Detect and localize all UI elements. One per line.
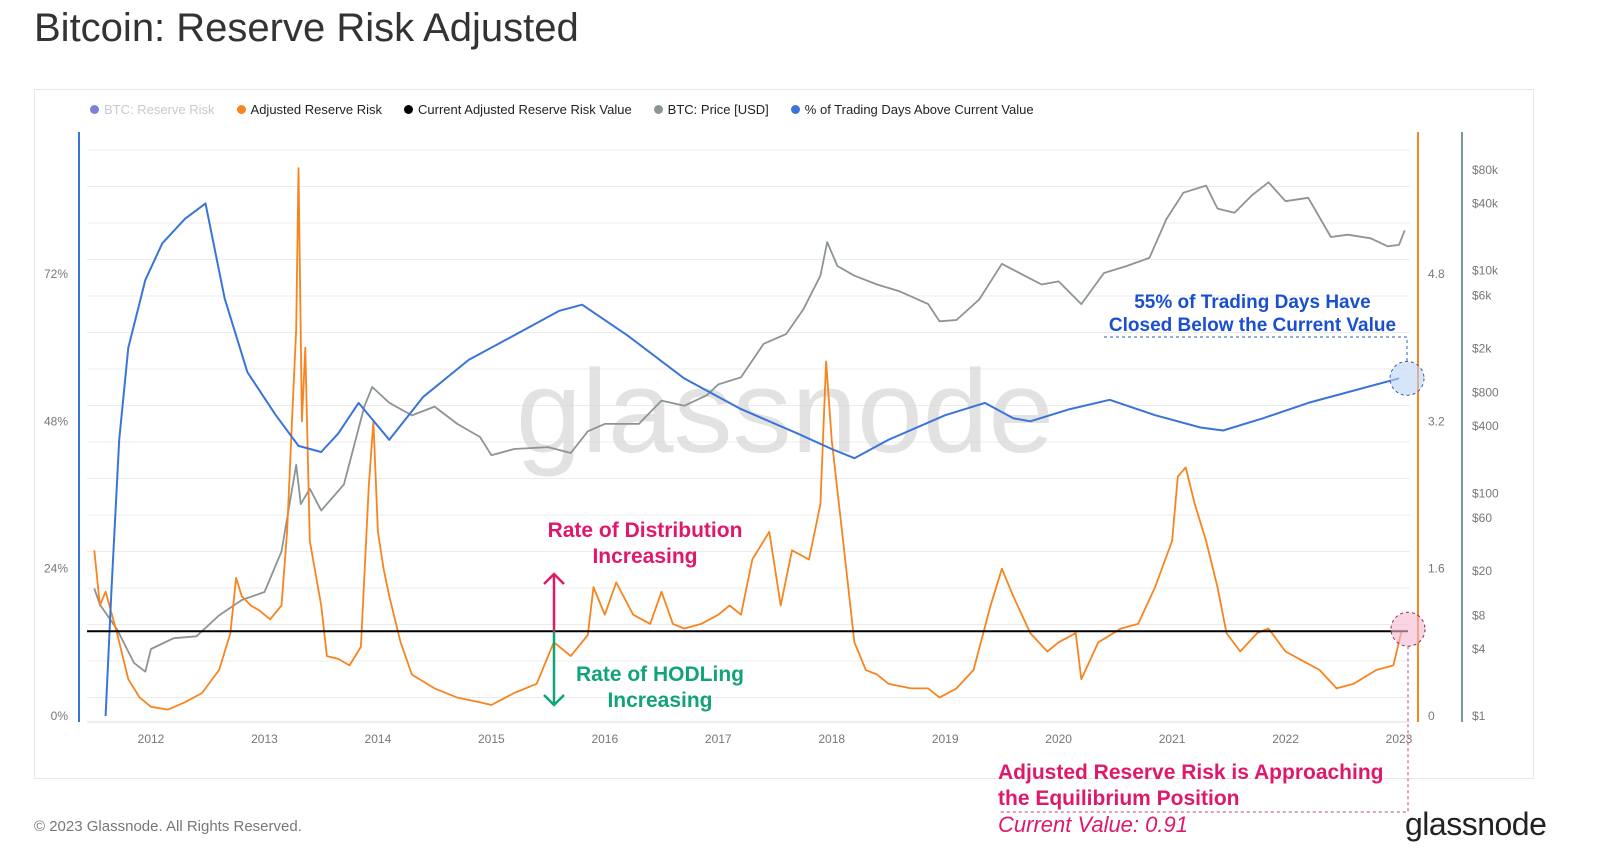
x-tick-label: 2022 bbox=[1272, 732, 1299, 746]
current-value-label: Current Value: 0.91 bbox=[998, 812, 1188, 837]
price-tick-label: $8 bbox=[1472, 608, 1486, 622]
page-title: Bitcoin: Reserve Risk Adjusted bbox=[34, 6, 579, 50]
price-tick-label: $100 bbox=[1472, 486, 1499, 500]
arrow-down-icon bbox=[543, 694, 565, 707]
left-tick-label: 48% bbox=[44, 414, 68, 428]
price-tick-label: $800 bbox=[1472, 386, 1499, 400]
legend-label: BTC: Price [USD] bbox=[667, 102, 769, 117]
series-line-price bbox=[93, 181, 1406, 673]
x-tick-label: 2017 bbox=[705, 732, 732, 746]
trading-days-leader-line bbox=[1104, 336, 1408, 362]
annotation-line: Rate of Distribution bbox=[547, 519, 743, 542]
price-tick-label: $4 bbox=[1472, 642, 1486, 656]
price-tick-label: $80k bbox=[1472, 163, 1499, 177]
left-tick-label: 0% bbox=[51, 709, 69, 723]
legend-item-trading-days[interactable]: % of Trading Days Above Current Value bbox=[790, 102, 1034, 117]
x-tick-label: 2012 bbox=[138, 732, 165, 746]
x-tick-label: 2015 bbox=[478, 732, 505, 746]
x-tick-label: 2023 bbox=[1386, 732, 1413, 746]
legend-item-reserve-risk[interactable]: BTC: Reserve Risk bbox=[90, 102, 215, 117]
risk-tick-label: 4.8 bbox=[1428, 267, 1445, 281]
left-tick-label: 72% bbox=[44, 267, 68, 281]
annotation-line: Increasing bbox=[592, 545, 698, 568]
x-tick-label: 2014 bbox=[365, 732, 392, 746]
price-tick-label: $1 bbox=[1472, 709, 1486, 723]
legend-dot-icon bbox=[90, 105, 99, 114]
legend-item-current-value[interactable]: Current Adjusted Reserve Risk Value bbox=[404, 102, 632, 117]
equilibrium-leader-line bbox=[998, 646, 1409, 813]
x-tick-label: 2013 bbox=[251, 732, 278, 746]
price-tick-label: $10k bbox=[1472, 264, 1499, 278]
legend-dot-icon bbox=[790, 105, 800, 114]
risk-tick-label: 3.2 bbox=[1428, 414, 1445, 428]
risk-tick-label: 1.6 bbox=[1428, 562, 1445, 576]
copyright: © 2023 Glassnode. All Rights Reserved. bbox=[34, 818, 302, 835]
annotation-equilibrium: Adjusted Reserve Risk is Approaching the… bbox=[998, 760, 1408, 812]
annotation-distribution: Rate of Distribution Increasing bbox=[530, 518, 760, 570]
x-tick-label: 2021 bbox=[1159, 732, 1186, 746]
price-tick-label: $6k bbox=[1472, 288, 1492, 302]
legend: BTC: Reserve Risk Adjusted Reserve Risk … bbox=[90, 102, 1034, 117]
price-tick-label: $60 bbox=[1472, 511, 1492, 525]
series bbox=[93, 167, 1406, 717]
marks bbox=[87, 336, 1426, 813]
annotation-trading-days: 55% of Trading Days Have Closed Below th… bbox=[1100, 291, 1405, 337]
annotation-hodling: Rate of HODLing Increasing bbox=[560, 662, 760, 714]
left-tick-label: 24% bbox=[44, 562, 68, 576]
watermark: glassnode bbox=[516, 346, 1054, 478]
x-tick-label: 2018 bbox=[818, 732, 845, 746]
series-line-percent bbox=[104, 202, 1400, 717]
x-tick-label: 2019 bbox=[932, 732, 959, 746]
price-tick-label: $40k bbox=[1472, 197, 1499, 211]
arrow-up-icon bbox=[543, 572, 565, 585]
legend-label: Adjusted Reserve Risk bbox=[250, 102, 383, 117]
annotation-line: Rate of HODLing bbox=[576, 663, 744, 686]
legend-label: Current Adjusted Reserve Risk Value bbox=[418, 102, 632, 117]
annotation-line: Increasing bbox=[607, 689, 713, 712]
price-tick-label: $400 bbox=[1472, 419, 1499, 433]
legend-label: BTC: Reserve Risk bbox=[104, 102, 215, 117]
annotation-line: the Equilibrium Position bbox=[998, 787, 1240, 810]
current-risk-marker bbox=[1390, 611, 1426, 647]
legend-dot-icon bbox=[653, 105, 663, 114]
legend-item-price[interactable]: BTC: Price [USD] bbox=[653, 102, 769, 117]
series-line-risk bbox=[93, 167, 1403, 711]
axes: 2012 2013 2014 2015 2016 2017 2018 2019 2020 2021… bbox=[44, 132, 1499, 746]
brand-logo: glassnode bbox=[1405, 806, 1547, 842]
legend-dot-icon bbox=[404, 105, 414, 114]
chart-frame bbox=[34, 89, 1534, 779]
legend-item-adjusted-reserve-risk[interactable]: Adjusted Reserve Risk bbox=[236, 102, 383, 117]
x-tick-label: 2020 bbox=[1045, 732, 1072, 746]
legend-label: % of Trading Days Above Current Value bbox=[804, 102, 1034, 117]
annotation-line: Adjusted Reserve Risk is Approaching bbox=[998, 761, 1384, 784]
annotation-line: 55% of Trading Days Have bbox=[1134, 292, 1371, 313]
x-tick-label: 2016 bbox=[591, 732, 618, 746]
grid bbox=[87, 149, 1410, 723]
price-tick-label: $20 bbox=[1472, 564, 1492, 578]
annotation-line: Closed Below the Current Value bbox=[1108, 315, 1397, 336]
price-tick-label: $2k bbox=[1472, 341, 1492, 355]
current-percent-marker bbox=[1389, 360, 1425, 396]
legend-dot-icon bbox=[236, 105, 246, 114]
risk-tick-label: 0 bbox=[1428, 709, 1435, 723]
